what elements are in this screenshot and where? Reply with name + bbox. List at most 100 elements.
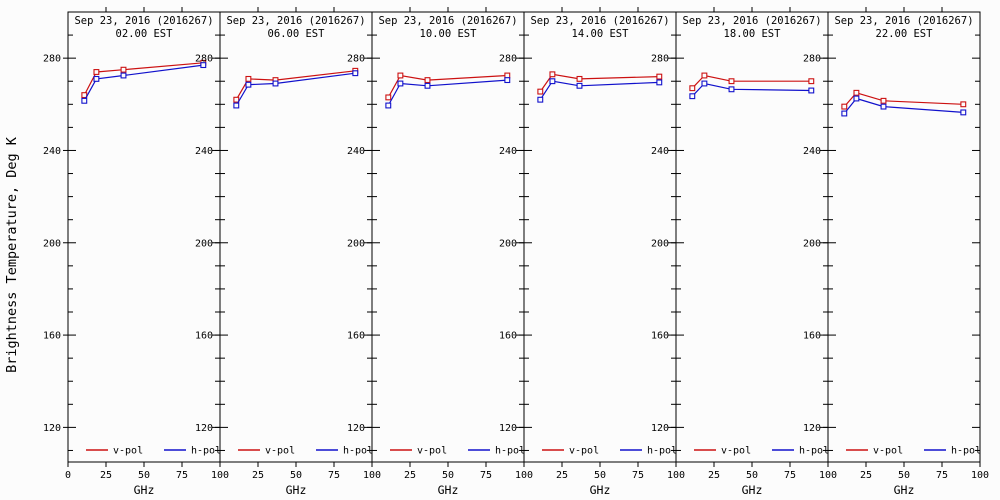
panel-2: 280 240 200 160 120 25 50 75 100 GHz Sep 23, 2016 … xyxy=(195,7,381,497)
v-pol-marker xyxy=(549,71,556,78)
legend-label-h-pol: h-pol xyxy=(495,446,525,457)
y-tick-label: 200 xyxy=(651,238,669,249)
y-tick-label: 120 xyxy=(651,423,669,434)
x-axis-unit-label: GHz xyxy=(134,483,155,497)
y-tick-label: 240 xyxy=(499,146,517,157)
legend-label-h-pol: h-pol xyxy=(191,446,221,457)
y-tick-label: 200 xyxy=(803,238,821,249)
v-pol-marker xyxy=(233,96,240,103)
x-axis-unit-label: GHz xyxy=(742,483,763,497)
v-pol-marker xyxy=(841,103,848,110)
y-axis-title: Brightness Temperature, Deg K xyxy=(4,136,20,373)
v-pol-line xyxy=(235,70,356,101)
y-tick-label: 200 xyxy=(195,238,213,249)
v-pol-marker xyxy=(656,73,663,80)
h-pol-marker xyxy=(245,81,252,88)
legend-label-h-pol: h-pol xyxy=(343,446,373,457)
h-pol-line xyxy=(235,72,356,106)
v-pol-marker xyxy=(576,75,583,82)
y-tick-label: 160 xyxy=(195,331,213,342)
x-tick-label: 100 xyxy=(363,470,381,481)
x-tick-label: 25 xyxy=(708,470,720,481)
x-tick-label: 100 xyxy=(971,470,989,481)
x-tick-label: 0 xyxy=(65,470,71,481)
y-tick-label: 240 xyxy=(195,146,213,157)
v-pol-marker xyxy=(808,78,815,85)
x-tick-label: 100 xyxy=(515,470,533,481)
x-tick-label: 75 xyxy=(632,470,644,481)
h-pol-marker xyxy=(576,82,583,89)
x-tick-label: 50 xyxy=(442,470,454,481)
y-tick-label: 280 xyxy=(651,54,669,65)
y-tick-label: 120 xyxy=(347,423,365,434)
y-tick-label: 280 xyxy=(347,54,365,65)
h-pol-marker xyxy=(960,109,967,116)
panel-3: 280 240 200 160 120 25 50 75 100 GHz Sep 23, 2016 … xyxy=(347,7,533,497)
h-pol-marker xyxy=(352,70,359,77)
legend-label-h-pol: h-pol xyxy=(951,446,981,457)
v-pol-line xyxy=(843,92,964,107)
h-pol-marker xyxy=(120,72,127,79)
panel-title-date: Sep 23, 2016 (2016267) xyxy=(530,15,669,27)
y-tick-label: 280 xyxy=(803,54,821,65)
h-pol-line xyxy=(387,79,508,106)
h-pol-marker xyxy=(701,80,708,87)
panel-title-date: Sep 23, 2016 (2016267) xyxy=(378,15,517,27)
v-pol-marker xyxy=(537,88,544,95)
x-axis-unit-label: GHz xyxy=(286,483,307,497)
x-tick-label: 25 xyxy=(100,470,112,481)
h-pol-marker xyxy=(272,80,279,87)
y-tick-label: 240 xyxy=(347,146,365,157)
x-tick-label: 25 xyxy=(860,470,872,481)
legend-label-v-pol: v-pol xyxy=(265,446,295,457)
v-pol-marker xyxy=(81,92,88,99)
h-pol-line xyxy=(83,64,204,102)
h-pol-marker xyxy=(93,75,100,82)
y-tick-label: 160 xyxy=(803,331,821,342)
v-pol-marker xyxy=(701,72,708,79)
x-tick-label: 50 xyxy=(594,470,606,481)
h-pol-marker xyxy=(233,102,240,109)
y-tick-label: 240 xyxy=(651,146,669,157)
y-tick-label: 120 xyxy=(43,423,61,434)
x-tick-label: 75 xyxy=(480,470,492,481)
legend-label-h-pol: h-pol xyxy=(647,446,677,457)
x-tick-label: 25 xyxy=(404,470,416,481)
y-tick-label: 280 xyxy=(195,54,213,65)
x-tick-label: 100 xyxy=(667,470,685,481)
v-pol-line xyxy=(83,62,204,96)
x-tick-label: 50 xyxy=(746,470,758,481)
v-pol-line xyxy=(691,74,812,89)
y-tick-label: 160 xyxy=(43,331,61,342)
legend-label-v-pol: v-pol xyxy=(721,446,751,457)
panel-title-date: Sep 23, 2016 (2016267) xyxy=(74,15,213,27)
h-pol-line xyxy=(539,80,660,101)
x-tick-label: 75 xyxy=(176,470,188,481)
h-pol-marker xyxy=(424,82,431,89)
h-pol-marker xyxy=(689,93,696,100)
panel-title-date: Sep 23, 2016 (2016267) xyxy=(834,15,973,27)
h-pol-marker xyxy=(385,102,392,109)
h-pol-line xyxy=(691,82,812,97)
h-pol-line xyxy=(843,97,964,114)
y-tick-label: 200 xyxy=(499,238,517,249)
h-pol-marker xyxy=(81,97,88,104)
h-pol-marker xyxy=(656,79,663,86)
x-tick-label: 75 xyxy=(328,470,340,481)
v-pol-marker xyxy=(397,72,404,79)
y-tick-label: 280 xyxy=(499,54,517,65)
h-pol-marker xyxy=(200,62,207,69)
v-pol-marker xyxy=(853,89,860,96)
h-pol-marker xyxy=(728,86,735,93)
h-pol-marker xyxy=(537,96,544,103)
panel-title-time: 14.00 EST xyxy=(572,28,630,40)
y-tick-label: 280 xyxy=(43,54,61,65)
panel-5: 280 240 200 160 120 25 50 75 100 GHz Sep 23, 2016 … xyxy=(651,7,837,497)
y-tick-label: 160 xyxy=(347,331,365,342)
x-tick-label: 75 xyxy=(936,470,948,481)
x-tick-label: 25 xyxy=(252,470,264,481)
y-tick-label: 160 xyxy=(499,331,517,342)
legend-label-v-pol: v-pol xyxy=(417,446,447,457)
